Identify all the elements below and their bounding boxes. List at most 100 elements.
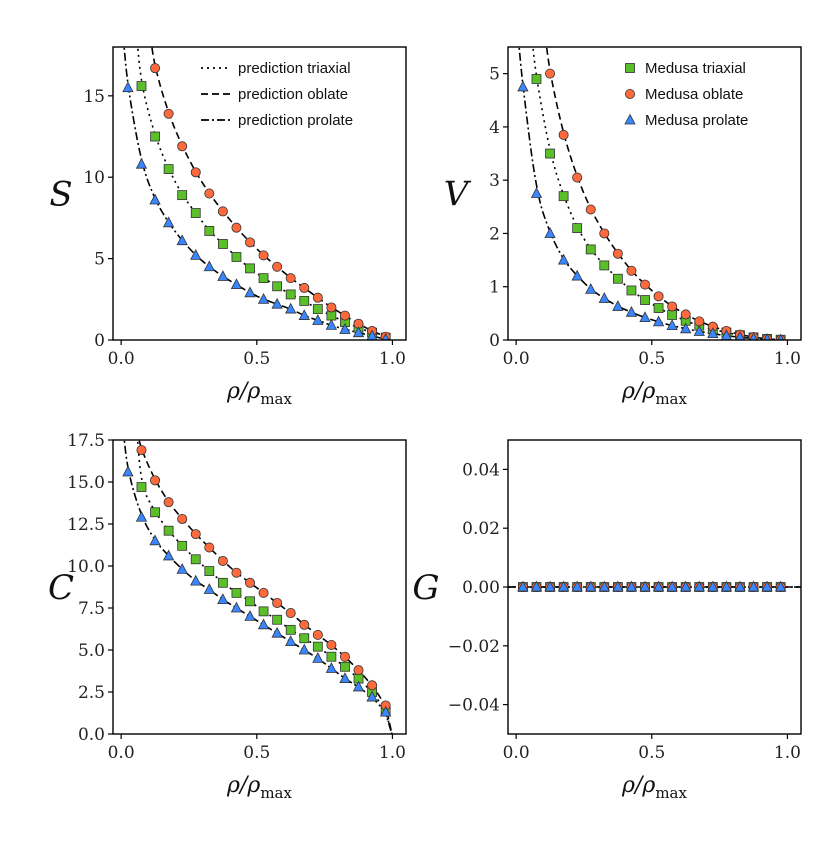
point-circle: [680, 309, 691, 320]
point-triangle: [680, 322, 692, 334]
x-tick-label: 0.5: [638, 349, 665, 369]
markers: [122, 445, 392, 717]
legend-label: prediction prolate: [238, 112, 353, 129]
x-tick-label: 0.0: [108, 349, 135, 369]
point-circle: [272, 261, 283, 272]
point-square: [585, 244, 596, 255]
point-triangle: [747, 580, 760, 592]
point-triangle: [135, 157, 148, 169]
point-triangle: [217, 270, 229, 281]
point-triangle: [693, 325, 705, 336]
y-tick-label: −0.04: [448, 696, 500, 716]
markers: [122, 63, 391, 340]
curves: [123, 440, 393, 734]
y-axis-label: S: [49, 175, 72, 215]
point-triangle: [149, 534, 161, 546]
legend-label: Medusa prolate: [645, 112, 748, 129]
legend: prediction triaxial prediction oblate pred…: [201, 60, 353, 129]
curve-dashed: [545, 47, 784, 340]
point-circle: [653, 291, 664, 302]
point-triangle: [585, 283, 597, 294]
point-circle: [585, 204, 596, 215]
point-circle: [326, 302, 337, 313]
y-tick-label: 3: [489, 171, 500, 191]
plot-frame: [112, 439, 407, 735]
point-square: [312, 304, 323, 314]
point-circle: [612, 248, 623, 259]
point-circle: [312, 629, 323, 640]
curve-dashdot: [123, 47, 390, 340]
x-axis-label: ρ/ρmax: [621, 773, 687, 802]
point-triangle: [352, 680, 365, 692]
point-triangle: [217, 593, 229, 604]
point-circle: [558, 129, 569, 140]
point-square: [285, 624, 296, 635]
point-triangle: [652, 580, 665, 592]
point-triangle: [257, 292, 270, 304]
point-triangle: [339, 672, 351, 683]
point-circle: [545, 68, 556, 79]
point-triangle: [162, 216, 175, 228]
x-tick-label: 0.0: [108, 743, 135, 763]
point-triangle: [339, 323, 351, 334]
point-triangle: [325, 318, 338, 330]
point-circle: [312, 292, 323, 303]
x-tick-label: 0.5: [243, 349, 270, 369]
point-square: [204, 226, 215, 236]
point-triangle: [122, 465, 134, 477]
point-triangle: [720, 580, 733, 592]
point-triangle: [707, 327, 719, 339]
point-triangle: [571, 269, 583, 281]
legend-marker-triangle: [624, 113, 636, 125]
point-triangle: [244, 610, 256, 621]
panel-C: 0.0 0.5 1.0 0.0 2.5 5.0 7.5 10.0 12.5 15.0 17.5 ρ/ρ…: [48, 431, 407, 802]
point-triangle: [557, 580, 570, 592]
y-tick-label: 17.5: [67, 431, 105, 451]
point-triangle: [298, 309, 310, 320]
y-tick-label: 0.02: [462, 519, 500, 539]
point-triangle: [379, 705, 392, 717]
point-circle: [667, 301, 678, 312]
point-square: [299, 296, 310, 306]
point-triangle: [585, 580, 597, 592]
point-circle: [177, 513, 188, 524]
legend: Medusa triaxial Medusa oblate Medusa prola…: [624, 60, 748, 129]
point-square: [231, 252, 242, 262]
point-square: [163, 164, 174, 174]
x-tick-label: 0.5: [243, 743, 270, 763]
point-square: [231, 587, 242, 598]
point-triangle: [312, 314, 324, 325]
point-triangle: [544, 580, 556, 592]
point-square: [531, 74, 542, 84]
point-triangle: [230, 601, 243, 613]
point-triangle: [544, 227, 556, 238]
point-square: [150, 507, 160, 518]
y-tick-label: 7.5: [78, 599, 105, 619]
point-triangle: [312, 652, 324, 663]
point-square: [163, 525, 174, 536]
point-triangle: [666, 319, 678, 331]
point-square: [340, 661, 350, 672]
legend-marker-square: [625, 63, 635, 73]
point-circle: [204, 188, 215, 199]
legend-marker-circle: [625, 89, 636, 100]
point-circle: [694, 316, 705, 327]
curve-dashdot: [123, 440, 393, 734]
point-triangle: [176, 563, 188, 574]
point-square: [217, 577, 228, 588]
y-axis-label: V: [444, 175, 472, 215]
point-circle: [285, 273, 296, 284]
point-circle: [258, 250, 269, 261]
y-tick-label: 5: [489, 65, 500, 85]
y-tick-label: 5: [94, 250, 105, 270]
y-axis-label: G: [412, 568, 439, 608]
point-triangle: [530, 187, 543, 198]
markers: [517, 580, 787, 593]
point-triangle: [680, 580, 692, 592]
point-triangle: [763, 333, 771, 340]
point-triangle: [517, 580, 529, 592]
point-square: [217, 239, 228, 249]
point-square: [653, 303, 664, 313]
x-tick-label: 1.0: [379, 349, 406, 369]
point-square: [177, 190, 188, 201]
